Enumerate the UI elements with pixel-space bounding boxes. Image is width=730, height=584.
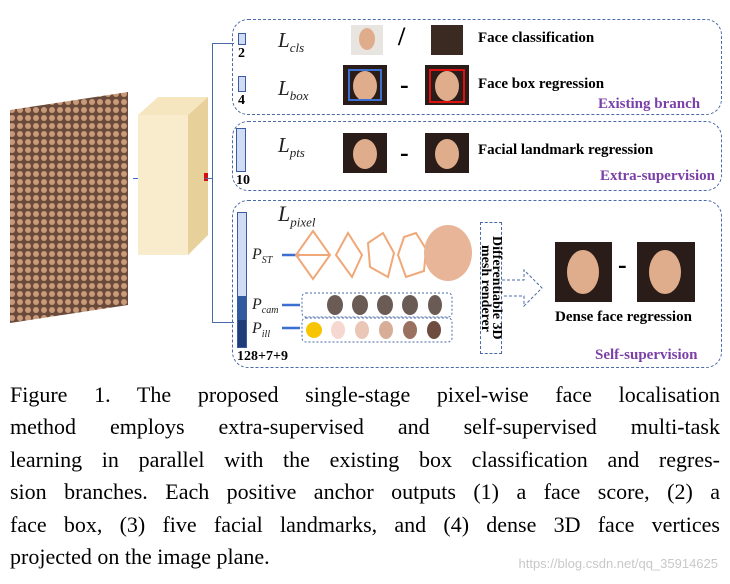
rendered-face	[555, 242, 612, 302]
input-face	[637, 242, 695, 302]
group-self-supervision: Self-supervision	[595, 347, 698, 363]
loss-pixel: Lpixel	[278, 201, 316, 230]
existing-branch-box	[232, 19, 722, 115]
renderer-box	[480, 222, 502, 354]
sun-icon	[306, 322, 322, 338]
box-channels-bar	[238, 76, 246, 92]
face-pred-landmarks	[343, 133, 387, 173]
task-landmark-regression: Facial landmark regression	[478, 142, 654, 158]
loss-cls: Lcls	[278, 28, 305, 56]
branch-bracket	[212, 43, 222, 323]
task-face-box-regression: Face box regression	[478, 76, 605, 92]
self-supervision-box	[232, 200, 722, 368]
face-pred-box	[343, 65, 387, 105]
renderer-label: Differentiable 3D mesh renderer	[478, 236, 504, 340]
param-shape-texture: PST	[252, 246, 273, 267]
textured-face-icon	[424, 225, 472, 281]
face-sample	[351, 25, 383, 55]
cls-channels-bar	[238, 33, 246, 45]
cls-channels: 2	[238, 46, 245, 61]
pixel-channels: 128+7+9	[237, 349, 288, 364]
watermark: https://blog.csdn.net/qq_35914625	[518, 556, 719, 571]
pts-channels: 10	[236, 173, 250, 188]
group-existing-branch: Existing branch	[598, 96, 701, 112]
param-camera: Pcam	[252, 296, 279, 317]
extra-supervision-box	[232, 121, 722, 191]
task-dense-face-regression: Dense face regression	[555, 309, 692, 325]
face-gt-box	[425, 65, 469, 105]
render-arrow-icon	[502, 268, 543, 308]
param-illumination: Pill	[252, 320, 271, 341]
pts-channels-bar	[236, 128, 246, 172]
mesh-pipeline	[282, 225, 472, 343]
non-face-sample	[431, 25, 463, 55]
loss-pts: Lpts	[278, 133, 305, 161]
box-channels: 4	[238, 93, 245, 108]
crowd-image	[10, 92, 128, 323]
pixel-channels-bar	[237, 212, 247, 348]
loss-box: Lbox	[278, 76, 309, 104]
task-face-classification: Face classification	[478, 30, 595, 46]
face-gt-landmarks	[425, 133, 469, 173]
feature-map-cube	[138, 97, 208, 255]
group-extra-supervision: Extra-supervision	[600, 168, 716, 184]
